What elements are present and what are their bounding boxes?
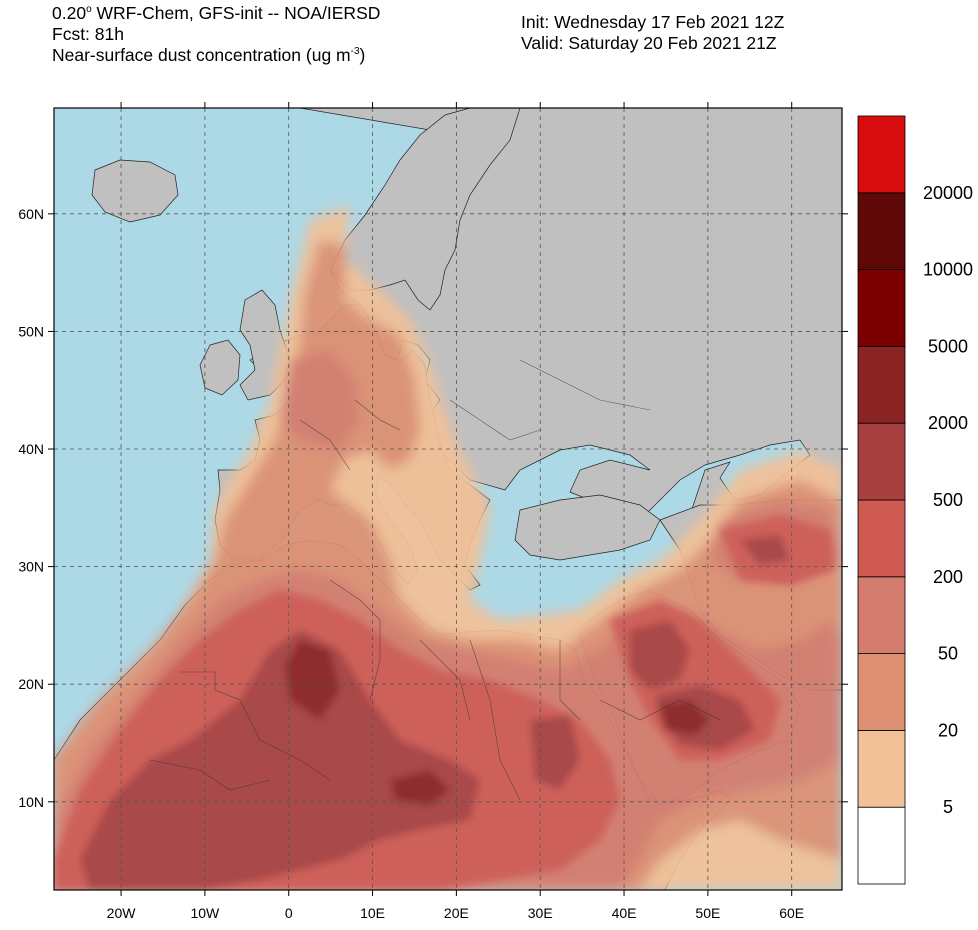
lon-tick-label: 20E bbox=[444, 905, 469, 921]
colorbar-segment bbox=[857, 269, 906, 347]
colorbar-label: 5000 bbox=[928, 336, 968, 356]
dust-field bbox=[54, 205, 842, 890]
header-line-1: 0.20o WRF-Chem, GFS-init -- NOA/IERSD bbox=[52, 3, 381, 23]
colorbar-segment bbox=[857, 422, 906, 501]
colorbar-label: 10000 bbox=[923, 260, 973, 280]
header-left: 0.20o WRF-Chem, GFS-init -- NOA/IERSD Fc… bbox=[52, 3, 380, 66]
header-right: Init: Wednesday 17 Feb 2021 12Z Valid: S… bbox=[521, 12, 784, 54]
lon-tick-label: 10E bbox=[360, 905, 385, 921]
colorbar-labels: 5 20 50 200 500 2000 5000 10000 20000 bbox=[923, 183, 973, 817]
lon-tick-label: 10W bbox=[190, 905, 220, 921]
graticule bbox=[54, 108, 842, 890]
colorbar-segment bbox=[857, 499, 906, 578]
colorbar-label: 2000 bbox=[928, 413, 968, 433]
colorbar-segment bbox=[857, 115, 906, 194]
colorbar-label: 20 bbox=[938, 720, 958, 740]
header-line-2: Fcst: 81h bbox=[52, 24, 124, 44]
colorbar-label: 50 bbox=[938, 644, 958, 664]
colorbar-segment bbox=[857, 576, 906, 654]
lon-tick-label: 40E bbox=[612, 905, 637, 921]
lat-tick-label: 10N bbox=[18, 794, 44, 810]
dust-level-500 bbox=[80, 535, 790, 890]
colorbar-label: 500 bbox=[933, 490, 963, 510]
axis-ticks bbox=[48, 102, 848, 896]
colorbar-segment bbox=[857, 345, 906, 424]
country-borders bbox=[149, 359, 721, 801]
lat-tick-label: 60N bbox=[18, 206, 44, 222]
lon-tick-label: 0 bbox=[285, 905, 293, 921]
lat-tick-label: 40N bbox=[18, 441, 44, 457]
colorbar-label: 20000 bbox=[923, 183, 973, 203]
init-time: Init: Wednesday 17 Feb 2021 12Z bbox=[521, 12, 785, 32]
lat-tick-label: 20N bbox=[18, 676, 44, 692]
colorbar-segment bbox=[857, 730, 906, 808]
lon-tick-label: 30E bbox=[528, 905, 553, 921]
axis-tick-labels: 20W 10W 0 10E 20E 30E 40E 50E 60E 10N 20N 30N 40N 50N… bbox=[18, 206, 804, 921]
valid-time: Valid: Saturday 20 Feb 2021 21Z bbox=[521, 33, 777, 53]
colorbar-segment bbox=[857, 653, 906, 731]
lat-tick-label: 50N bbox=[18, 323, 44, 339]
colorbar-label: 200 bbox=[933, 567, 963, 587]
colorbar-segment bbox=[857, 192, 906, 271]
dust-level-2000 bbox=[285, 640, 710, 805]
header-line-3: Near-surface dust concentration (ug m-3) bbox=[52, 45, 366, 65]
colorbar-segment bbox=[857, 806, 906, 885]
colorbar-label: 5 bbox=[943, 797, 953, 817]
colorbar bbox=[857, 115, 906, 885]
lon-tick-label: 50E bbox=[695, 905, 720, 921]
lon-tick-label: 20W bbox=[107, 905, 137, 921]
lat-tick-label: 30N bbox=[18, 559, 44, 575]
lon-tick-label: 60E bbox=[779, 905, 804, 921]
map-frame bbox=[53, 107, 843, 891]
